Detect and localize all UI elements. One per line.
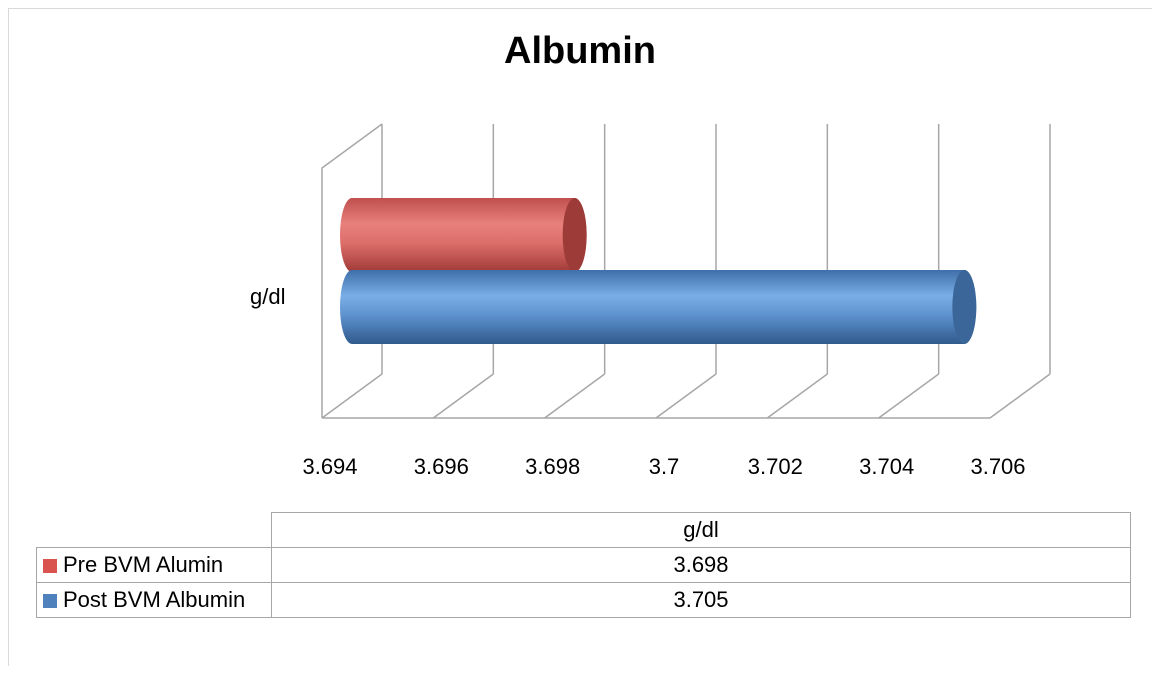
floor-gridline	[321, 373, 383, 419]
legend-label-pre: Pre BVM Alumin	[63, 552, 224, 577]
x-tick-label: 3.702	[748, 454, 803, 479]
chart-title: Albumin	[504, 30, 656, 72]
legend-swatch-pre	[43, 559, 57, 573]
x-tick-label: 3.698	[525, 454, 580, 479]
data-table-row: Post BVM Albumin 3.705	[36, 582, 1131, 618]
bar-post	[340, 270, 977, 344]
floor-gridline	[878, 373, 940, 419]
bar-pre	[340, 198, 587, 272]
legend-label-post: Post BVM Albumin	[63, 587, 246, 612]
bar-body	[340, 270, 977, 344]
data-table-row: Pre BVM Alumin 3.698	[36, 547, 1131, 583]
chart-frame	[8, 8, 1152, 666]
bar-body	[340, 198, 587, 272]
floor-gridline	[432, 373, 494, 419]
x-tick-label: 3.706	[970, 454, 1025, 479]
data-table-corner	[36, 512, 272, 548]
floor-gridline	[766, 373, 828, 419]
floor-gridline	[544, 373, 606, 419]
legend-swatch-post	[43, 594, 57, 608]
x-tick-label: 3.7	[649, 454, 680, 479]
x-tick-label: 3.704	[859, 454, 914, 479]
floor-gridline	[989, 373, 1051, 419]
wall-edge	[321, 123, 383, 418]
data-table: g/dl Pre BVM Alumin 3.698 Post BVM Album…	[36, 512, 1131, 618]
data-table-header: g/dl	[271, 512, 1131, 548]
category-label: g/dl	[250, 284, 286, 309]
x-tick-label: 3.694	[302, 454, 357, 479]
data-table-value-post: 3.705	[271, 582, 1131, 618]
legend-entry-post: Post BVM Albumin	[36, 582, 272, 618]
floor-gridline	[655, 373, 717, 419]
bar-cap	[952, 270, 977, 344]
x-tick-label: 3.696	[414, 454, 469, 479]
data-table-value-pre: 3.698	[271, 547, 1131, 583]
data-table-header-row: g/dl	[36, 512, 1131, 548]
legend-entry-pre: Pre BVM Alumin	[36, 547, 272, 583]
bar-cap	[562, 198, 587, 272]
